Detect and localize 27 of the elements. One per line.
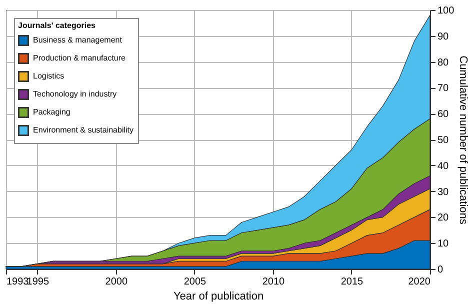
x-tick-label: 2010 [262, 276, 286, 288]
legend-label: Production & manufacture [33, 54, 126, 62]
y2-tick-label: 0 [438, 264, 444, 276]
y2-tick-label: 30 [438, 186, 450, 198]
legend-label: Environment & sustainability [33, 126, 134, 134]
legend-label: Logistics [33, 72, 64, 80]
y2-tick-label: 40 [438, 160, 450, 172]
y2-tick-label: 100 [438, 6, 455, 16]
y2-axis-title: Cumulative number of publications [457, 56, 470, 225]
y2-tick-label: 70 [438, 83, 450, 94]
x-tick-label: 2020 [408, 276, 431, 288]
legend-title: Journals' categories [18, 21, 96, 30]
y2-tick-label: 50 [438, 135, 450, 146]
x-tick-label: 2000 [105, 276, 128, 288]
y2-tick-label: 60 [438, 109, 450, 120]
x-tick-label: 1993 [6, 276, 30, 288]
y2-tick-label: 90 [438, 31, 450, 42]
legend-label: Techonology in industry [33, 90, 117, 98]
x-tick-label: 2005 [184, 276, 207, 288]
y2-tick-label: 80 [438, 57, 450, 68]
x-tick-label: 1995 [26, 276, 50, 288]
x-tick-label: 2015 [340, 276, 364, 288]
y2-tick-label: 20 [438, 212, 450, 224]
x-axis-title: Year of publication [173, 290, 264, 302]
legend-label: Business & management [33, 36, 123, 44]
y2-tick-label: 10 [438, 238, 450, 250]
legend-label: Packaging [33, 108, 70, 116]
